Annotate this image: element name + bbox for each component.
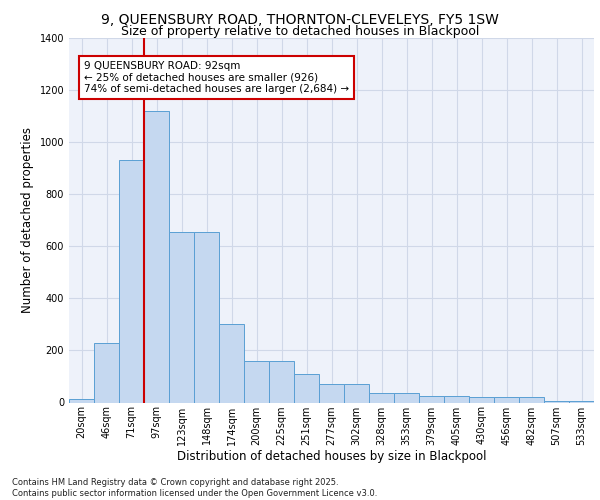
Bar [369,392,394,402]
Bar [194,232,219,402]
Bar [544,401,569,402]
Bar [69,398,94,402]
Bar [219,324,244,402]
Text: Size of property relative to detached houses in Blackpool: Size of property relative to detached ho… [121,25,479,38]
Bar [319,384,344,402]
Bar [469,398,494,402]
Bar [244,361,269,403]
Bar [494,398,519,402]
Bar [294,374,319,402]
Bar [94,342,119,402]
Text: Contains HM Land Registry data © Crown copyright and database right 2025.
Contai: Contains HM Land Registry data © Crown c… [12,478,377,498]
Bar [394,392,419,402]
Bar [119,160,144,402]
Bar [444,396,469,402]
Bar [269,361,294,403]
Bar [169,232,194,402]
Bar [144,110,169,403]
Bar [344,384,369,402]
Bar [569,401,594,402]
Bar [419,396,444,402]
Bar [519,398,544,402]
Y-axis label: Number of detached properties: Number of detached properties [21,127,34,313]
X-axis label: Distribution of detached houses by size in Blackpool: Distribution of detached houses by size … [177,450,486,464]
Text: 9, QUEENSBURY ROAD, THORNTON-CLEVELEYS, FY5 1SW: 9, QUEENSBURY ROAD, THORNTON-CLEVELEYS, … [101,12,499,26]
Text: 9 QUEENSBURY ROAD: 92sqm
← 25% of detached houses are smaller (926)
74% of semi-: 9 QUEENSBURY ROAD: 92sqm ← 25% of detach… [84,61,349,94]
